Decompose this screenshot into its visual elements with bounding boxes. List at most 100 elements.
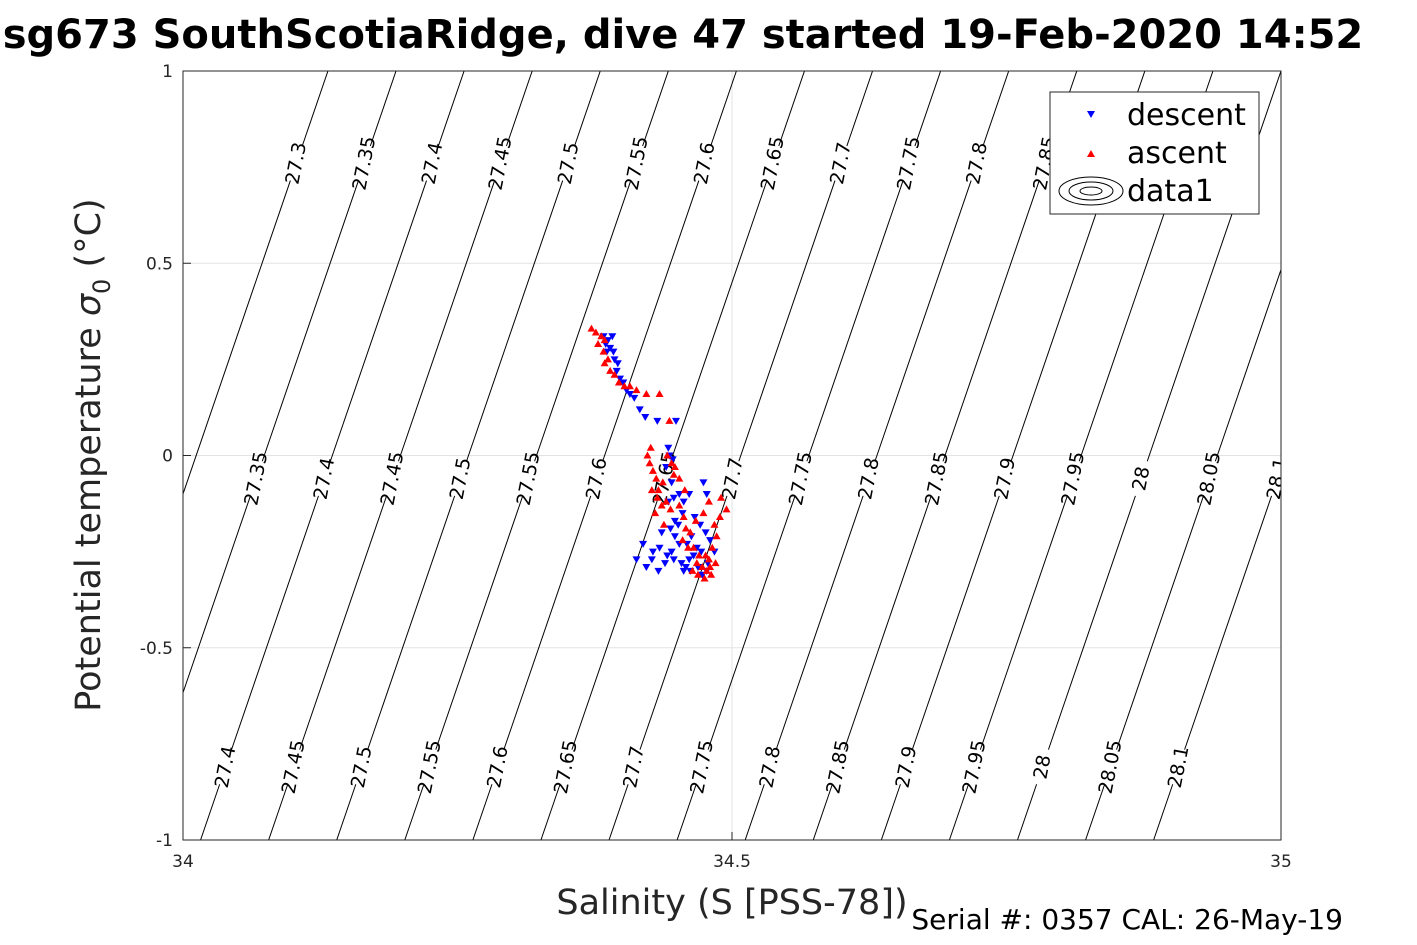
ascent-point-36 [684, 543, 693, 551]
legend-box [1049, 91, 1260, 215]
descent-point-14 [630, 394, 639, 402]
ascent-point-13 [632, 386, 641, 394]
descent-point-54 [632, 556, 641, 564]
contour-line-27-75-0 [676, 784, 697, 840]
ascent-point-51 [722, 505, 731, 513]
ascent-point-58 [675, 474, 684, 482]
contour-line-27-6-3 [710, 71, 737, 147]
x-tick-label-1: 34.5 [713, 852, 751, 872]
contour-line-27-8-1 [775, 495, 864, 750]
contour-line-28-1-0 [1153, 784, 1174, 840]
descent-point-56 [657, 529, 666, 537]
contour-line-27-4-2 [329, 180, 428, 462]
descent-point-48 [655, 544, 664, 552]
contour-line-27-7-2 [738, 180, 836, 462]
ascent-point-35 [678, 536, 687, 544]
ascent-point-19 [645, 459, 654, 467]
contour-line-27-65-2 [670, 180, 768, 462]
legend-ascent-marker [1087, 150, 1095, 157]
descent-point-4 [606, 344, 615, 352]
ascent-point-43 [700, 574, 709, 582]
contour-line-27-85-2 [942, 180, 1040, 462]
contour-line-27-6-0 [472, 784, 493, 840]
contour-line-27-35-2 [261, 180, 359, 462]
ascent-point-16 [665, 416, 674, 424]
contour-line-27-85-0 [812, 784, 833, 840]
contour-line-27-4-1 [231, 495, 319, 750]
descent-point-7 [610, 356, 619, 364]
descent-point-64 [701, 529, 710, 537]
descent-point-61 [699, 479, 708, 487]
ascent-point-61 [659, 520, 668, 528]
descent-point-40 [689, 552, 698, 560]
ascent-point-14 [642, 389, 651, 397]
contour-line-27-45-0 [268, 784, 289, 840]
contour-line-27-8-2 [874, 180, 972, 462]
descent-point-29 [666, 525, 675, 533]
x-axis-label: Salinity (S [PSS-78]) [556, 883, 907, 923]
ascent-point-12 [625, 382, 634, 390]
ascent-point-24 [657, 501, 666, 509]
contour-line-27-7-0 [608, 784, 629, 840]
y-axis-label: Potential temperature σ0 (°C) [69, 198, 116, 711]
ascent-point-46 [704, 555, 713, 563]
ascent-point-60 [651, 509, 660, 517]
y-tick-label-0: -1 [156, 831, 173, 851]
contour-line-28-05-1 [1116, 495, 1204, 750]
contour-line-27-9-1 [911, 495, 1000, 750]
ascent-point-22 [647, 486, 656, 494]
ascent-point-18 [643, 451, 652, 459]
serial-cal-footer: Serial #: 0357 CAL: 26-May-19 [911, 903, 1343, 936]
ascent-point-28 [658, 478, 667, 486]
descent-point-28 [670, 517, 679, 525]
ascent-point-2 [597, 332, 606, 340]
contour-line-27-45-2 [397, 180, 496, 462]
ascent-point-27 [654, 486, 663, 494]
ascent-point-41 [702, 566, 711, 574]
ascent-point-31 [669, 470, 678, 478]
contour-line-27-3-0 [183, 180, 291, 496]
x-tick-label-0: 34 [172, 852, 194, 872]
descent-point-27 [678, 510, 687, 518]
ascent-point-10 [614, 378, 623, 386]
contour-label-28-row1: 28 [1128, 465, 1154, 493]
ascent-point-30 [663, 451, 672, 459]
ascent-point-25 [662, 497, 671, 505]
contour-line-27-4-3 [437, 71, 465, 147]
descent-point-38 [679, 567, 688, 575]
ascent-point-32 [675, 501, 684, 509]
legend-data1-label: data1 [1127, 174, 1214, 209]
ascent-point-49 [710, 520, 719, 528]
ascent-point-8 [606, 366, 615, 374]
y-axis-label-main: Potential temperature [69, 316, 109, 712]
axis-ticks: 34 34.5 35 -1 -0.5 0 0.5 1 [140, 62, 1292, 872]
ascent-point-44 [693, 570, 702, 578]
y-axis-label-subscript: 0 [88, 279, 116, 294]
y-tick-label-1: -0.5 [140, 639, 173, 659]
descent-point-50 [661, 560, 670, 568]
descent-point-62 [690, 514, 699, 522]
y-tick-label-4: 1 [162, 62, 173, 82]
ascent-point-53 [704, 497, 713, 505]
contour-line-27-8-0 [744, 784, 765, 840]
contour-line-27-8-3 [982, 71, 1010, 147]
descent-point-23 [667, 479, 676, 487]
contour-line-27-55-2 [534, 180, 632, 462]
contour-line-27-9-0 [880, 784, 901, 840]
ascent-point-34 [681, 524, 690, 532]
ascent-point-3 [600, 336, 609, 344]
ascent-point-29 [667, 459, 676, 467]
contour-line-27-45-3 [505, 71, 533, 147]
descent-point-65 [706, 537, 715, 545]
contour-line-28-1 [1047, 495, 1136, 750]
ascent-point-37 [689, 543, 698, 551]
contour-label-28-row2: 28 [1029, 753, 1055, 781]
descent-point-25 [669, 494, 678, 502]
legend-ascent-label: ascent [1127, 136, 1227, 171]
contour-line-27-55-1 [435, 495, 524, 750]
descent-point-9 [612, 367, 621, 375]
ascent-point-26 [666, 505, 675, 513]
descent-point-47 [697, 548, 706, 556]
ascent-point-11 [620, 382, 629, 390]
